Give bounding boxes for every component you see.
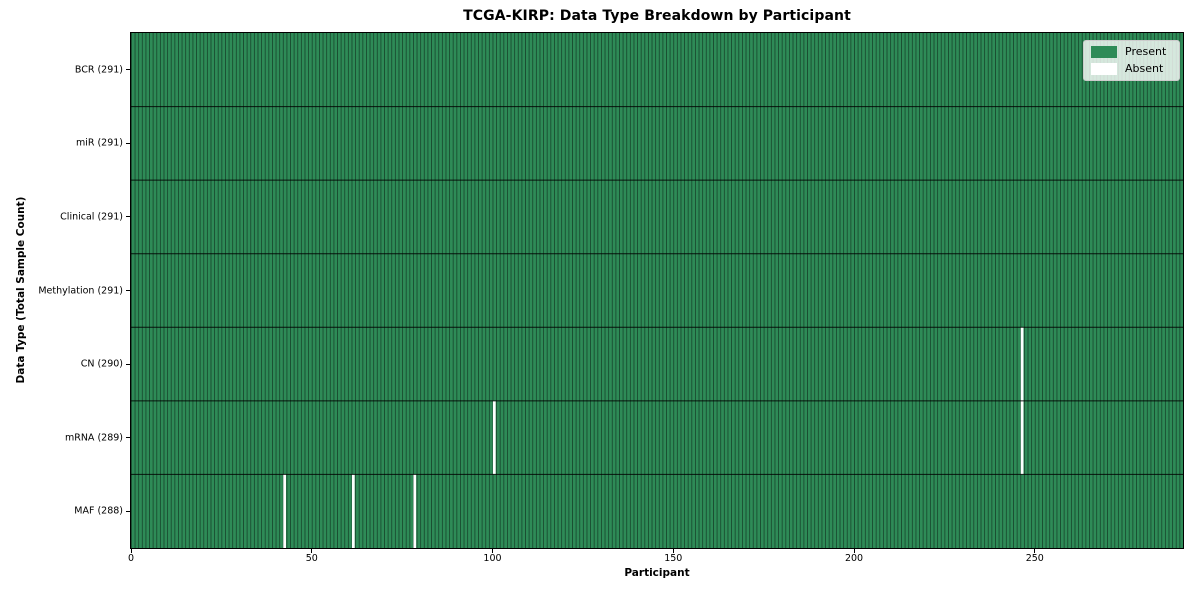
absent-cell: [492, 400, 496, 474]
y-tick-mark: [126, 437, 130, 439]
y-tick-label: mRNA (289): [64, 432, 123, 444]
x-tick-label: 0: [127, 553, 135, 564]
heatmap-plot: [129, 31, 1184, 549]
x-tick-label: 150: [664, 553, 683, 564]
absent-cell: [1020, 326, 1023, 401]
x-tick-mark: [1034, 549, 1036, 553]
absent-cell: [412, 473, 416, 548]
x-tick-mark: [311, 549, 313, 553]
y-tick-label: Clinical (291): [60, 211, 123, 223]
y-tick-mark: [126, 510, 130, 512]
absent-swatch-icon: [1091, 63, 1117, 75]
x-tick-label: 200: [844, 553, 864, 564]
y-tick-mark: [126, 290, 130, 291]
x-tick-mark: [130, 549, 132, 553]
heatmap-cells: [130, 32, 1183, 548]
absent-cell: [351, 473, 355, 548]
legend-item-absent: Absent: [1091, 63, 1172, 75]
y-tick-mark: [126, 216, 130, 218]
legend-item-present: Present: [1091, 46, 1172, 58]
absent-cell: [282, 473, 286, 548]
x-tick-label: 100: [483, 553, 502, 564]
y-tick-label: miR (291): [75, 137, 123, 149]
absent-cell: [1020, 400, 1023, 474]
y-tick-mark: [126, 69, 130, 71]
x-tick-mark: [492, 549, 493, 553]
legend: Present Absent: [1083, 40, 1180, 81]
x-tick-mark: [853, 549, 855, 553]
y-tick-mark: [126, 142, 130, 144]
x-axis-label: Participant: [624, 567, 690, 579]
x-tick-label: 50: [305, 553, 318, 564]
legend-label: Absent: [1125, 62, 1164, 75]
y-tick-mark: [126, 363, 130, 365]
y-tick-label: CN (290): [80, 358, 123, 370]
y-tick-label: BCR (291): [74, 64, 123, 76]
x-tick-label: 250: [1025, 553, 1044, 564]
legend-label: Present: [1125, 45, 1167, 58]
chart-title: TCGA-KIRP: Data Type Breakdown by Partic…: [463, 8, 851, 24]
y-tick-label: MAF (288): [74, 505, 123, 517]
present-swatch-icon: [1091, 46, 1117, 58]
x-tick-mark: [672, 549, 674, 553]
y-tick-label: Methylation (291): [38, 285, 123, 296]
